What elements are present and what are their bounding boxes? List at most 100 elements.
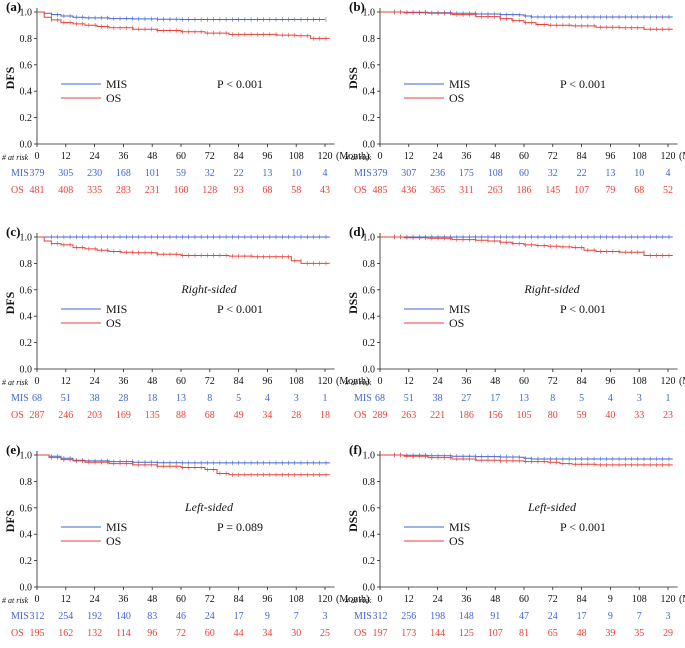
y-tick-label-e: 0.6	[20, 503, 33, 514]
y-axis-label-d: DSS	[346, 292, 360, 314]
at-risk-count-mis-c: 68	[32, 393, 42, 404]
x-tick-label-b: 120	[661, 151, 676, 162]
x-tick-label-f: 12	[404, 594, 414, 605]
x-tick-label-b: 60	[519, 151, 529, 162]
at-risk-count-mis-c: 1	[323, 393, 328, 404]
at-risk-count-os-f: 125	[459, 628, 474, 639]
at-risk-count-mis-c: 8	[207, 393, 212, 404]
y-tick-label-a: 0.8	[20, 34, 33, 45]
panel-subtitle-d: Right-sided	[523, 282, 580, 296]
km-curve-mis-a	[37, 11, 325, 20]
at-risk-count-mis-a: 13	[262, 168, 272, 179]
at-risk-count-os-b: 145	[545, 185, 560, 196]
x-tick-label-a: 60	[176, 151, 186, 162]
at-risk-count-os-c: 135	[145, 410, 160, 421]
x-tick-label-e: 12	[61, 594, 71, 605]
y-axis-label-b: DSS	[346, 67, 360, 89]
at-risk-count-mis-d: 5	[579, 393, 584, 404]
x-unit-label-a: (Month)	[336, 151, 369, 162]
x-tick-label-c: 96	[262, 376, 272, 387]
x-tick-label-f: 9	[608, 594, 613, 605]
at-risk-count-os-e: 34	[262, 628, 272, 639]
at-risk-label-b: # at risk	[345, 153, 372, 162]
x-tick-label-e: 36	[118, 594, 128, 605]
x-tick-label-f: 0	[378, 594, 383, 605]
at-risk-count-os-a: 68	[262, 185, 272, 196]
x-tick-label-c: 108	[289, 376, 304, 387]
x-tick-label-d: 24	[433, 376, 443, 387]
at-risk-count-os-e: 44	[234, 628, 244, 639]
at-risk-count-os-a: 335	[87, 185, 102, 196]
at-risk-count-mis-f: 312	[373, 611, 388, 622]
km-curve-os-b	[380, 11, 673, 30]
x-tick-label-d: 120	[661, 376, 676, 387]
x-tick-label-d: 0	[378, 376, 383, 387]
at-risk-count-os-f: 48	[577, 628, 587, 639]
at-risk-count-os-c: 34	[262, 410, 272, 421]
at-risk-count-mis-b: 307	[401, 168, 416, 179]
legend-label-mis-a: MIS	[106, 77, 127, 91]
x-tick-label-b: 48	[490, 151, 500, 162]
km-curve-os-a	[37, 11, 330, 39]
at-risk-count-mis-d: 13	[519, 393, 529, 404]
y-tick-label-b: 0.8	[363, 34, 376, 45]
x-tick-label-d: 60	[519, 376, 529, 387]
panel-label-e: (e)	[6, 442, 20, 457]
at-risk-group-os-d: OS	[354, 410, 367, 421]
x-unit-label-b: (Month)	[679, 151, 685, 162]
panel-label-a: (a)	[6, 0, 21, 14]
panel-label-c: (c)	[6, 224, 20, 239]
at-risk-count-os-e: 132	[87, 628, 102, 639]
at-risk-count-os-d: 105	[517, 410, 532, 421]
at-risk-group-mis-f: MIS	[354, 611, 372, 622]
at-risk-count-os-e: 25	[320, 628, 330, 639]
x-tick-label-a: 96	[262, 151, 272, 162]
x-tick-label-c: 0	[35, 376, 40, 387]
at-risk-count-mis-e: 312	[30, 611, 45, 622]
p-value-f: P < 0.001	[560, 520, 606, 534]
panel-label-b: (b)	[349, 0, 365, 14]
at-risk-count-mis-d: 3	[637, 393, 642, 404]
at-risk-count-os-f: 29	[663, 628, 673, 639]
legend-label-mis-c: MIS	[106, 302, 127, 316]
km-curve-mis-e	[37, 454, 330, 464]
at-risk-count-mis-b: 10	[634, 168, 644, 179]
at-risk-count-os-c: 246	[58, 410, 73, 421]
at-risk-count-mis-c: 4	[265, 393, 270, 404]
at-risk-group-mis-a: MIS	[11, 168, 29, 179]
at-risk-count-mis-d: 1	[666, 393, 671, 404]
at-risk-group-mis-c: MIS	[11, 393, 29, 404]
x-tick-label-c: 24	[90, 376, 100, 387]
km-curve-mis-f	[380, 454, 673, 460]
y-tick-label-f: 1.0	[363, 451, 376, 462]
at-risk-count-os-b: 107	[574, 185, 589, 196]
y-tick-label-c: 0.6	[20, 285, 33, 296]
y-tick-label-b: 0.0	[363, 140, 376, 151]
x-tick-label-b: 24	[433, 151, 443, 162]
at-risk-count-mis-e: 192	[87, 611, 102, 622]
x-tick-label-c: 36	[118, 376, 128, 387]
at-risk-group-mis-b: MIS	[354, 168, 372, 179]
panel-label-d: (d)	[349, 224, 365, 239]
x-tick-label-a: 24	[90, 151, 100, 162]
at-risk-group-os-a: OS	[11, 185, 24, 196]
km-curve-os-f	[380, 454, 673, 466]
legend-label-mis-b: MIS	[449, 77, 470, 91]
x-tick-label-f: 120	[661, 594, 676, 605]
at-risk-count-os-b: 311	[459, 185, 474, 196]
at-risk-count-mis-c: 18	[147, 393, 157, 404]
x-tick-label-c: 48	[147, 376, 157, 387]
at-risk-count-os-f: 65	[548, 628, 558, 639]
at-risk-count-os-b: 263	[488, 185, 503, 196]
y-tick-label-d: 0.6	[363, 285, 376, 296]
x-tick-label-c: 12	[61, 376, 71, 387]
at-risk-count-mis-a: 379	[30, 168, 45, 179]
y-tick-label-a: 0.6	[20, 60, 33, 71]
at-risk-count-mis-e: 46	[176, 611, 186, 622]
x-tick-label-e: 60	[176, 594, 186, 605]
at-risk-count-mis-a: 22	[234, 168, 244, 179]
at-risk-count-mis-c: 38	[90, 393, 100, 404]
panel-label-f: (f)	[349, 442, 362, 457]
at-risk-count-os-e: 30	[291, 628, 301, 639]
